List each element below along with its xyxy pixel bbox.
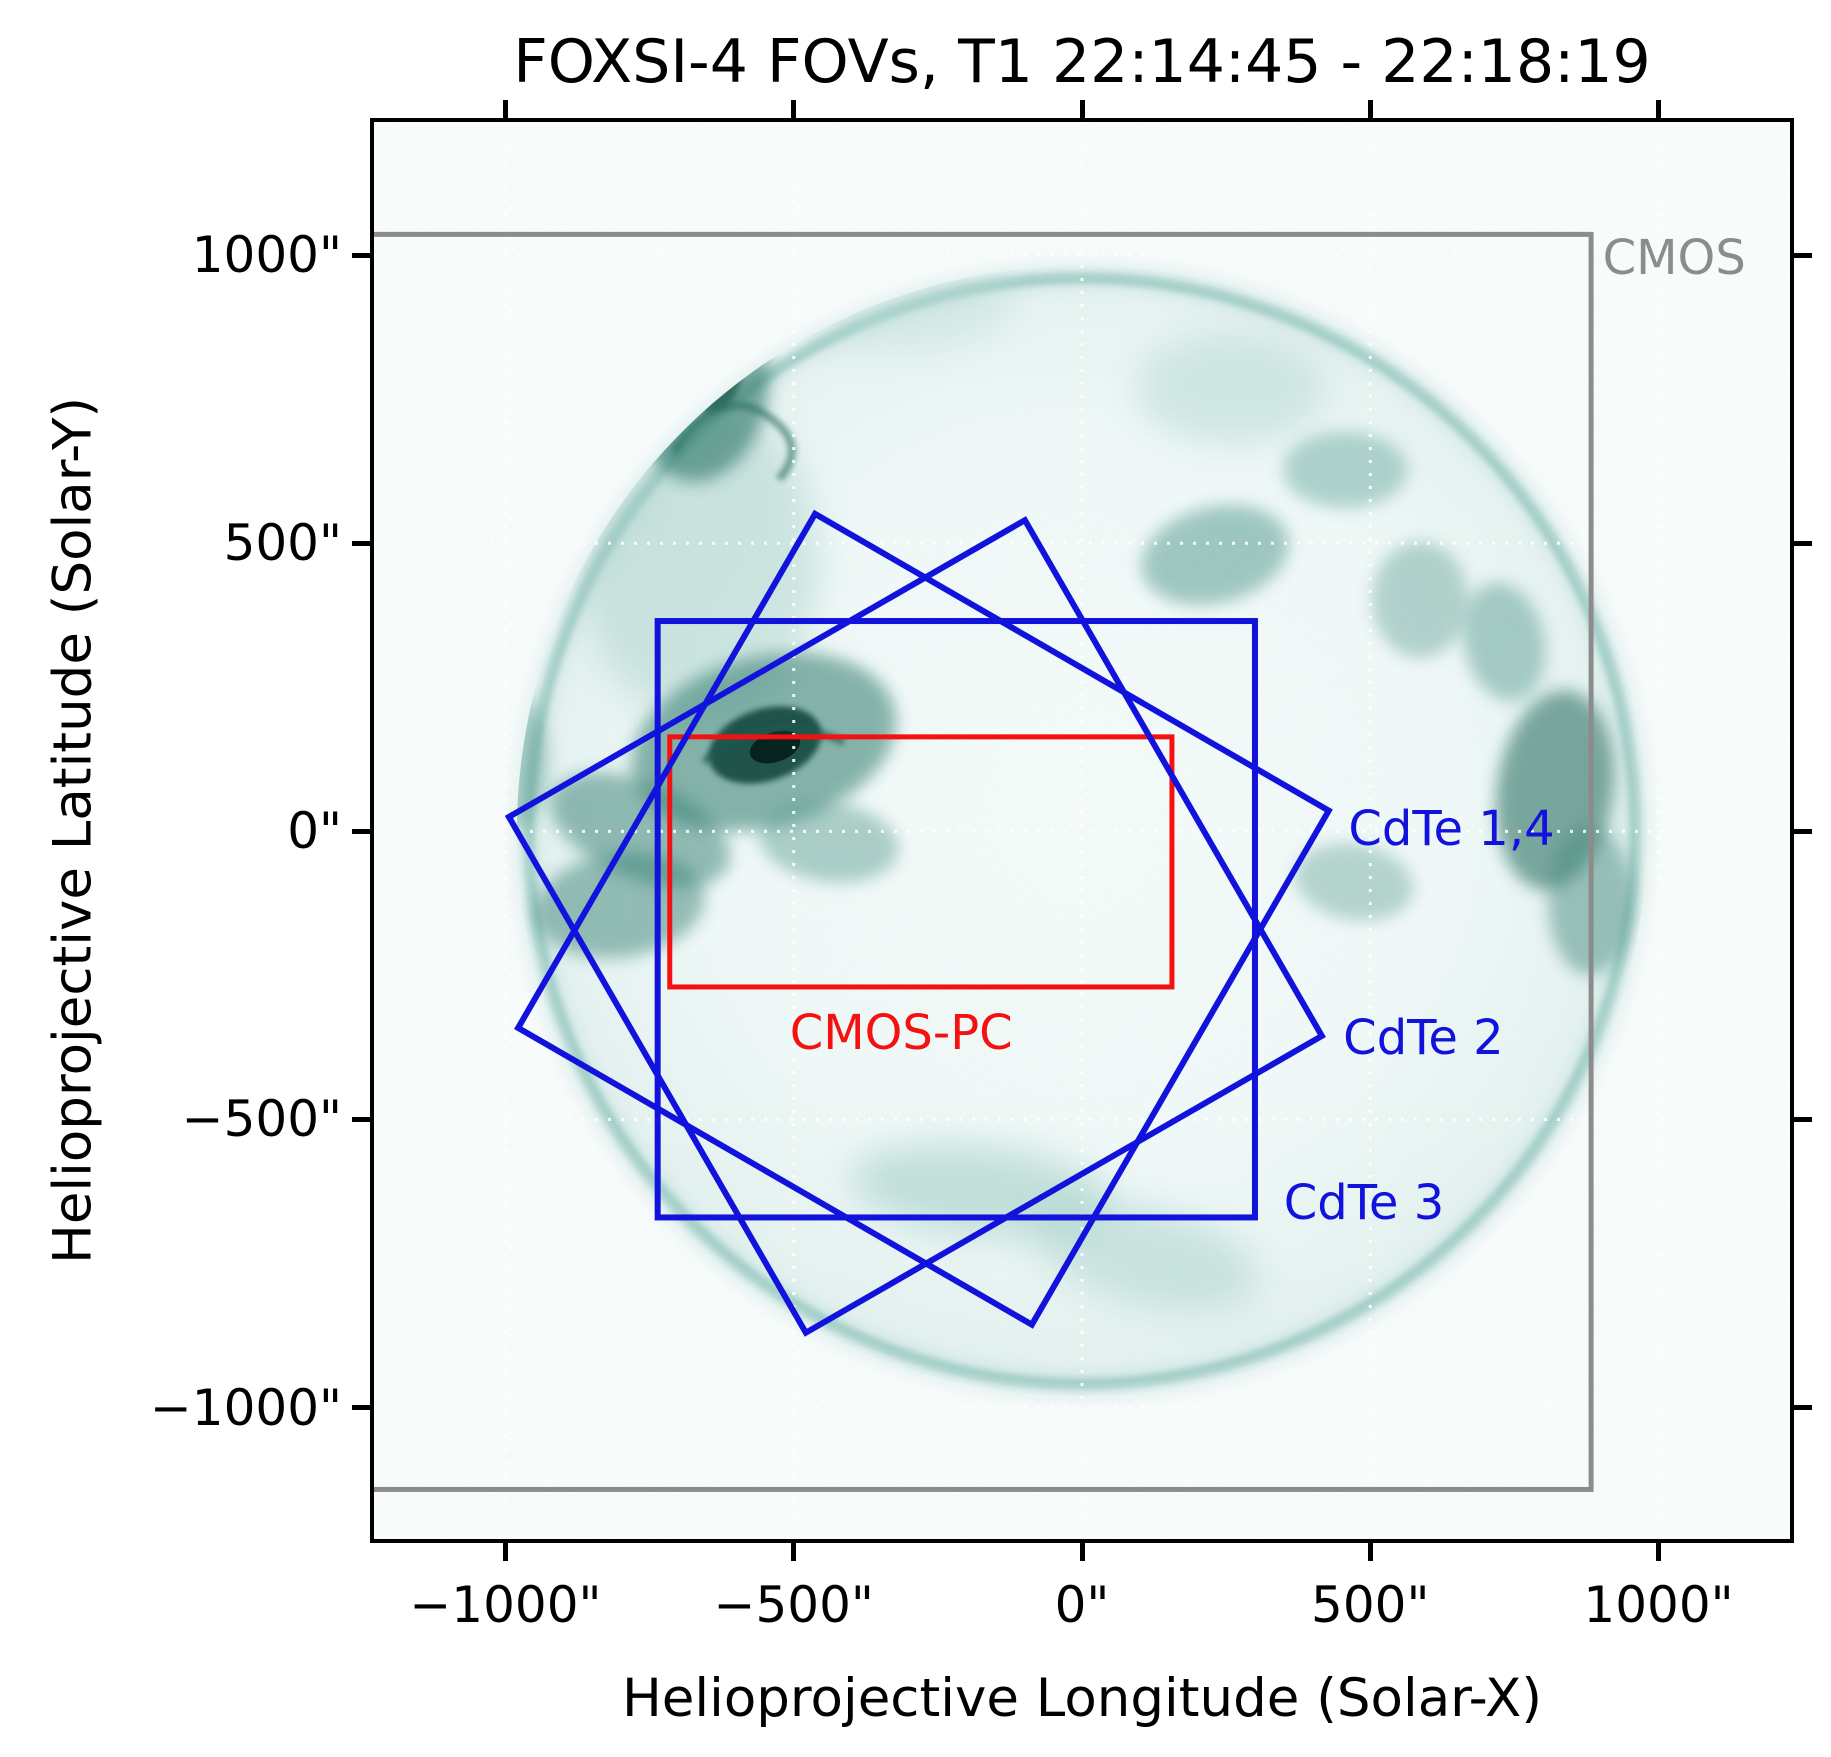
x-tick-label: 0" xyxy=(1054,1576,1110,1634)
x-tick-top xyxy=(1367,100,1373,118)
cdte-2-fov-label: CdTe 2 xyxy=(1343,1009,1504,1066)
cmos-pc-fov-outline xyxy=(667,734,1175,990)
x-tick-top xyxy=(1079,100,1085,118)
gridlines xyxy=(374,122,1790,1539)
y-axis-label: Helioprojective Latitude (Solar-Y) xyxy=(42,396,104,1265)
x-tick-top xyxy=(1656,100,1662,118)
solar-image xyxy=(374,122,1790,1539)
y-tick-label: −500" xyxy=(181,1090,342,1149)
x-axis-label: Helioprojective Longitude (Solar-X) xyxy=(621,1668,1543,1729)
x-tick-top xyxy=(502,100,508,118)
cmos-pc-fov-label: CMOS-PC xyxy=(789,1005,1013,1062)
x-tick-label: 500" xyxy=(1311,1576,1430,1634)
x-tick-bottom xyxy=(1079,1543,1085,1561)
chart-title: FOXSI-4 FOVs, T1 22:14:45 - 22:18:19 xyxy=(513,27,1651,97)
x-tick-label: 1000" xyxy=(1583,1576,1734,1634)
y-tick-label: −1000" xyxy=(149,1378,342,1437)
y-tick-right xyxy=(1794,828,1812,834)
plot-area xyxy=(374,122,1790,1539)
y-tick-right xyxy=(1794,1116,1812,1122)
y-tick-right xyxy=(1794,540,1812,546)
y-tick-label: 500" xyxy=(223,514,342,573)
y-tick-right xyxy=(1794,1405,1812,1411)
x-tick-bottom xyxy=(502,1543,508,1561)
y-tick-left xyxy=(352,1116,370,1122)
y-tick-left xyxy=(352,1405,370,1411)
y-tick-left xyxy=(352,540,370,546)
cdte-1-4-fov-outline xyxy=(514,509,1333,1329)
x-tick-bottom xyxy=(1656,1543,1662,1561)
x-tick-label: −500" xyxy=(713,1576,874,1634)
cdte-1-4-fov-label: CdTe 1,4 xyxy=(1348,801,1555,858)
x-tick-bottom xyxy=(1367,1543,1373,1561)
y-tick-left xyxy=(352,252,370,258)
cmos-fov-label: CMOS xyxy=(1602,229,1746,286)
y-tick-label: 1000" xyxy=(191,226,342,285)
x-tick-label: −1000" xyxy=(409,1576,602,1634)
x-tick-bottom xyxy=(791,1543,797,1561)
y-tick-label: 0" xyxy=(287,802,342,861)
cmos-fov-outline xyxy=(374,231,1594,1492)
cdte-3-fov-outline xyxy=(654,618,1258,1221)
y-tick-right xyxy=(1794,252,1812,258)
y-tick-left xyxy=(352,828,370,834)
cdte-3-fov-label: CdTe 3 xyxy=(1283,1175,1445,1232)
x-tick-top xyxy=(791,100,797,118)
